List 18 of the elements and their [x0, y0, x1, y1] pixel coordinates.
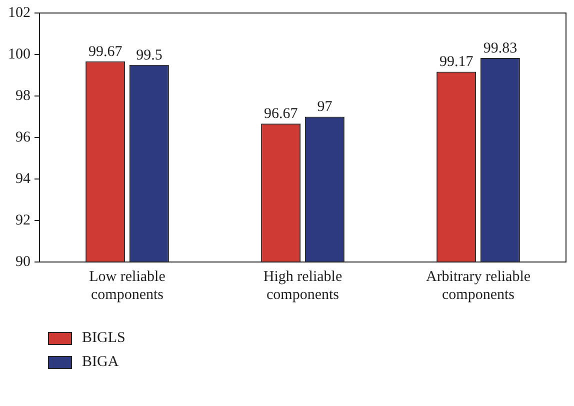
data-label: 99.83 [483, 40, 518, 56]
x-tick-label: Arbitrary reliable components [426, 268, 531, 303]
data-label: 99.17 [439, 54, 474, 70]
data-label: 96.67 [264, 106, 298, 122]
x-tick-label: High reliable components [263, 268, 342, 303]
y-tick-label: 90 [16, 254, 30, 270]
y-tick-label: 96 [16, 129, 31, 146]
y-tick-label: 92 [16, 212, 30, 228]
data-label: 99.67 [88, 44, 123, 60]
x-tick-label: Low reliable components [89, 268, 166, 303]
data-label: 99.5 [136, 47, 162, 64]
y-tick-label: 98 [16, 88, 30, 104]
y-tick-label: 102 [8, 4, 30, 21]
data-label: 97 [317, 99, 333, 116]
y-tick-label: 100 [8, 46, 30, 62]
legend-label: BIGLS [82, 330, 126, 346]
y-tick-label: 94 [16, 170, 31, 187]
legend-label: BIGA [82, 354, 119, 370]
